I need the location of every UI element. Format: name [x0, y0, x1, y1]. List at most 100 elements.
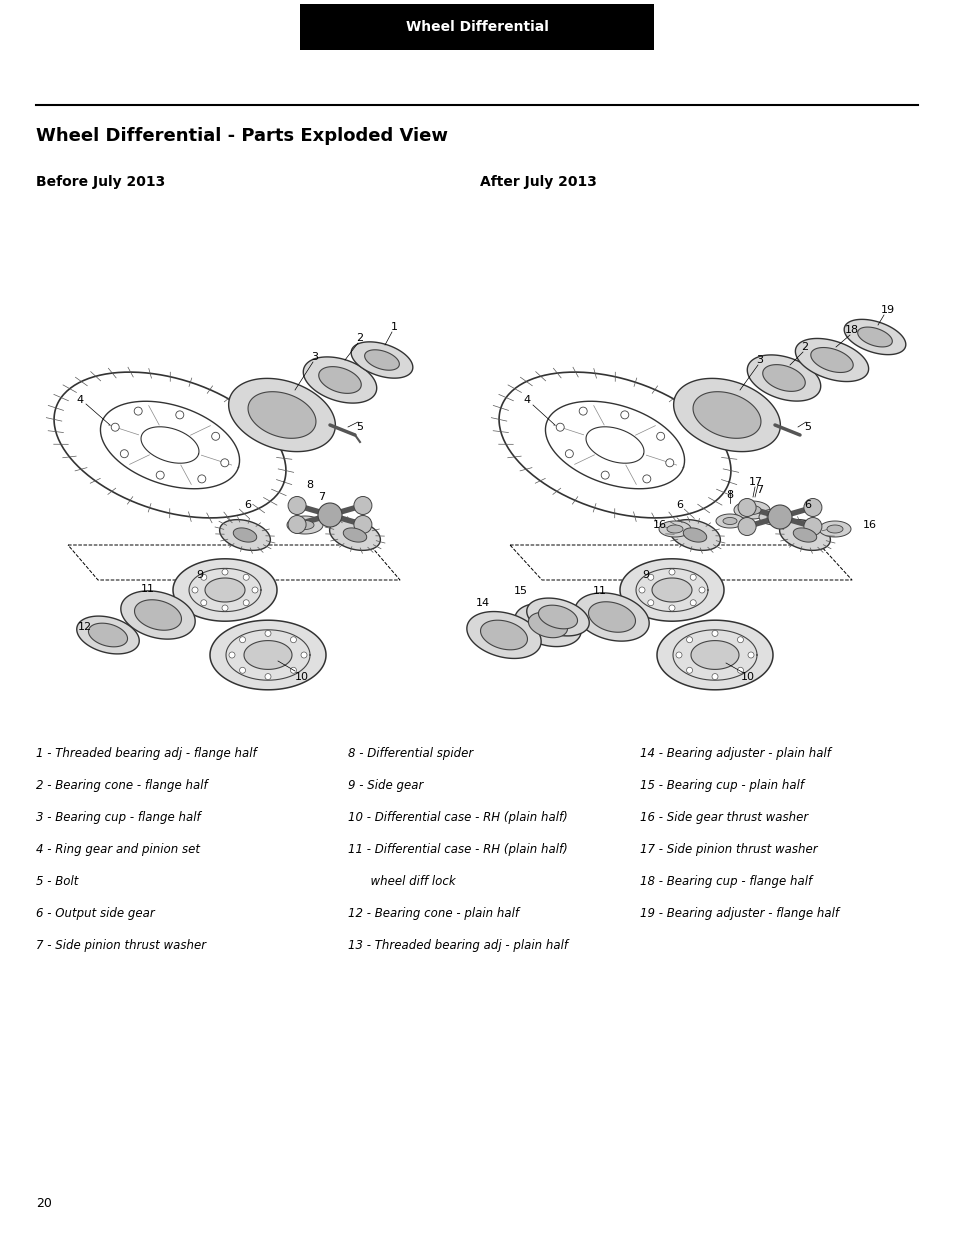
Circle shape — [689, 574, 696, 580]
Text: 5: 5 — [356, 422, 363, 432]
Text: 7: 7 — [318, 492, 325, 501]
Text: 4: 4 — [523, 395, 530, 405]
Circle shape — [354, 496, 372, 515]
Text: 5: 5 — [803, 422, 811, 432]
FancyBboxPatch shape — [299, 4, 654, 49]
Circle shape — [200, 574, 207, 580]
Text: 6: 6 — [244, 500, 252, 510]
Polygon shape — [219, 520, 270, 551]
Polygon shape — [682, 527, 706, 542]
Circle shape — [212, 432, 219, 441]
Polygon shape — [303, 357, 376, 403]
Polygon shape — [588, 601, 635, 632]
Text: 19 - Bearing adjuster - flange half: 19 - Bearing adjuster - flange half — [639, 906, 838, 920]
Polygon shape — [229, 378, 335, 452]
Text: 10 - Differential case - RH (plain half): 10 - Differential case - RH (plain half) — [348, 811, 567, 824]
Text: 6: 6 — [803, 500, 811, 510]
Circle shape — [556, 424, 563, 431]
Text: Wheel Differential: Wheel Differential — [405, 20, 548, 35]
Circle shape — [288, 496, 306, 515]
Text: 18 - Bearing cup - flange half: 18 - Bearing cup - flange half — [639, 876, 811, 888]
Polygon shape — [480, 620, 527, 650]
Polygon shape — [673, 378, 780, 452]
Text: After July 2013: After July 2013 — [479, 175, 597, 189]
Circle shape — [647, 600, 653, 605]
Circle shape — [301, 652, 307, 658]
Polygon shape — [651, 578, 691, 601]
Polygon shape — [351, 342, 413, 378]
Circle shape — [699, 587, 704, 593]
Polygon shape — [762, 364, 804, 391]
Circle shape — [239, 667, 245, 673]
Polygon shape — [669, 520, 720, 551]
Circle shape — [243, 600, 249, 605]
Polygon shape — [343, 527, 366, 542]
Polygon shape — [528, 613, 567, 637]
Polygon shape — [657, 620, 772, 690]
Polygon shape — [287, 516, 323, 534]
Circle shape — [668, 605, 675, 611]
Circle shape — [134, 408, 142, 415]
Text: 15: 15 — [514, 585, 527, 597]
Polygon shape — [759, 509, 790, 525]
Circle shape — [354, 515, 372, 534]
Circle shape — [120, 450, 129, 458]
Text: 4: 4 — [76, 395, 84, 405]
Circle shape — [220, 458, 229, 467]
Circle shape — [222, 605, 228, 611]
Circle shape — [737, 667, 742, 673]
Circle shape — [175, 411, 184, 419]
Text: 14 - Bearing adjuster - plain half: 14 - Bearing adjuster - plain half — [639, 747, 830, 760]
Polygon shape — [826, 525, 842, 534]
Polygon shape — [733, 501, 769, 519]
Circle shape — [192, 587, 198, 593]
Circle shape — [639, 587, 644, 593]
Text: Wheel Differential - Parts Exploded View: Wheel Differential - Parts Exploded View — [36, 127, 448, 144]
Circle shape — [252, 587, 257, 593]
Text: 6: 6 — [676, 500, 682, 510]
Text: 5 - Bolt: 5 - Bolt — [36, 876, 78, 888]
Polygon shape — [318, 367, 361, 394]
Polygon shape — [857, 327, 891, 347]
Polygon shape — [666, 525, 682, 534]
Circle shape — [288, 515, 306, 534]
Circle shape — [112, 424, 119, 431]
Text: 2 - Bearing cone - flange half: 2 - Bearing cone - flange half — [36, 779, 208, 792]
Text: 9 - Side gear: 9 - Side gear — [348, 779, 423, 792]
Circle shape — [229, 652, 234, 658]
Text: 8 - Differential spider: 8 - Differential spider — [348, 747, 473, 760]
Polygon shape — [795, 338, 867, 382]
Circle shape — [647, 574, 653, 580]
Text: 2: 2 — [801, 342, 808, 352]
Text: 16: 16 — [652, 520, 666, 530]
Circle shape — [222, 569, 228, 576]
Circle shape — [600, 471, 609, 479]
Text: 7: 7 — [756, 485, 762, 495]
Text: 6 - Output side gear: 6 - Output side gear — [36, 906, 154, 920]
Circle shape — [265, 673, 271, 679]
Circle shape — [711, 673, 718, 679]
Polygon shape — [537, 605, 577, 629]
Text: 8: 8 — [725, 490, 733, 500]
Polygon shape — [692, 391, 760, 438]
Text: 2: 2 — [356, 333, 363, 343]
Circle shape — [686, 637, 692, 642]
Polygon shape — [205, 578, 245, 601]
Text: 9: 9 — [641, 571, 649, 580]
Circle shape — [239, 637, 245, 642]
Circle shape — [686, 667, 692, 673]
Text: 12 - Bearing cone - plain half: 12 - Bearing cone - plain half — [348, 906, 518, 920]
Circle shape — [665, 458, 673, 467]
Text: 11: 11 — [593, 585, 606, 597]
Text: 3 - Bearing cup - flange half: 3 - Bearing cup - flange half — [36, 811, 200, 824]
Polygon shape — [330, 520, 380, 551]
Circle shape — [197, 475, 206, 483]
Polygon shape — [659, 521, 690, 537]
Circle shape — [803, 517, 821, 536]
Polygon shape — [575, 593, 648, 641]
Polygon shape — [690, 641, 739, 669]
Circle shape — [737, 637, 742, 642]
Text: 1: 1 — [390, 322, 397, 332]
Circle shape — [656, 432, 664, 441]
Circle shape — [565, 450, 573, 458]
